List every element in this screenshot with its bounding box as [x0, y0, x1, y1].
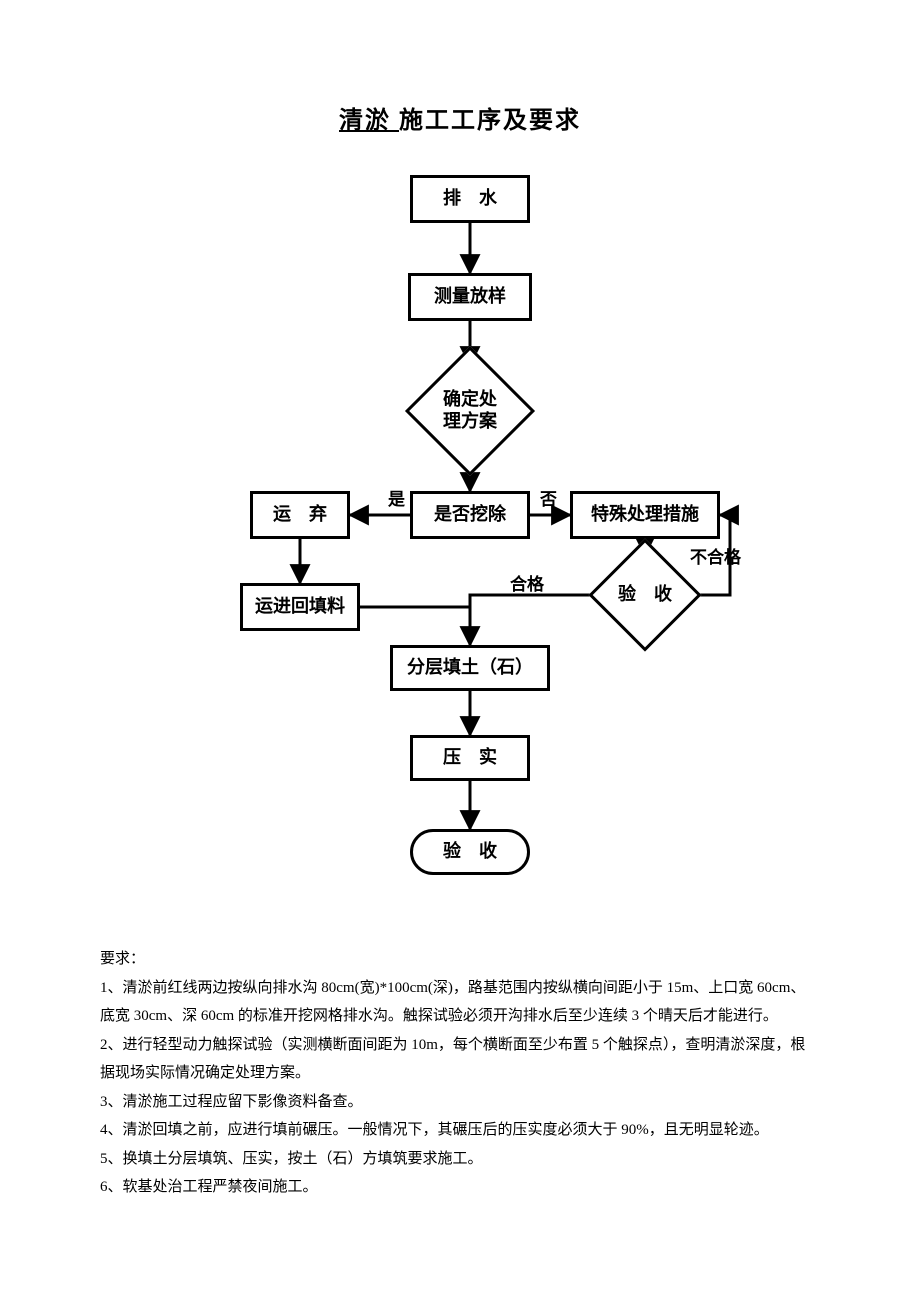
- title-underlined: 清淤: [339, 108, 399, 136]
- edge-7: [470, 595, 605, 645]
- node-n10: 压 实: [410, 735, 530, 781]
- title-rest: 施工工序及要求: [399, 108, 581, 134]
- edge-label-7: 合格: [510, 570, 544, 595]
- edge-label-3: 是: [388, 485, 405, 510]
- node-n4: 是否挖除: [410, 491, 530, 539]
- edge-label-4: 否: [540, 485, 557, 510]
- node-n5: 运 弃: [250, 491, 350, 539]
- document-page: 清淤 施工工序及要求 排 水测量放样确定处理方案是否挖除 运 弃 特殊处理措施验 收…: [0, 0, 920, 1302]
- node-label: 确定处理方案: [424, 365, 516, 457]
- node-label: 验 收: [605, 555, 685, 635]
- node-n7: 验 收: [605, 555, 685, 635]
- node-n3: 确定处理方案: [424, 365, 516, 457]
- node-n6: 特殊处理措施: [570, 491, 720, 539]
- requirement-item: 5、换填土分层填筑、压实，按土（石）方填筑要求施工。: [100, 1145, 820, 1174]
- requirements-list: 1、清淤前红线两边按纵向排水沟 80cm(宽)*100cm(深)，路基范围内按纵…: [100, 974, 820, 1202]
- requirement-item: 1、清淤前红线两边按纵向排水沟 80cm(宽)*100cm(深)，路基范围内按纵…: [100, 974, 820, 1031]
- node-n8: 运进回填料: [240, 583, 360, 631]
- page-title: 清淤 施工工序及要求: [100, 100, 820, 135]
- requirement-item: 4、清淤回填之前，应进行填前碾压。一般情况下，其碾压后的压实度必须大于 90%，…: [100, 1116, 820, 1145]
- requirement-item: 6、软基处治工程严禁夜间施工。: [100, 1173, 820, 1202]
- requirements-heading: 要求：: [100, 945, 820, 974]
- requirements-section: 要求： 1、清淤前红线两边按纵向排水沟 80cm(宽)*100cm(深)，路基范…: [100, 945, 820, 1202]
- node-n9: 分层填土（石）: [390, 645, 550, 691]
- node-n1: 排 水: [410, 175, 530, 223]
- requirement-item: 2、进行轻型动力触探试验（实测横断面间距为 10m，每个横断面至少布置 5 个触…: [100, 1031, 820, 1088]
- edge-label-6: 不合格: [690, 543, 741, 568]
- requirement-item: 3、清淤施工过程应留下影像资料备查。: [100, 1088, 820, 1117]
- flowchart: 排 水测量放样确定处理方案是否挖除 运 弃 特殊处理措施验 收 运进回填料分层填土（石…: [100, 165, 820, 925]
- node-n11: 验 收: [410, 829, 530, 875]
- node-n2: 测量放样: [408, 273, 532, 321]
